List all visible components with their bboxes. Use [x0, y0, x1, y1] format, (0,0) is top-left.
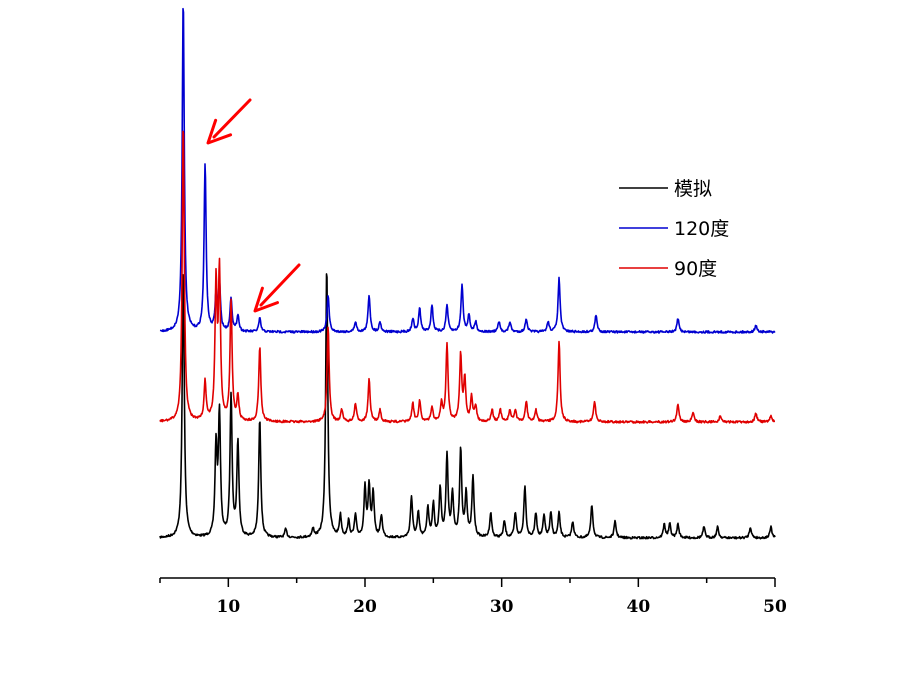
legend-label: 模拟 — [674, 178, 712, 200]
x-tick-label: 40 — [626, 597, 650, 617]
annotation-layer — [206, 98, 301, 313]
legend-label: 120度 — [674, 218, 729, 240]
x-tick-label: 20 — [353, 597, 377, 617]
series-layer — [159, 7, 776, 540]
series-line-0 — [159, 273, 776, 540]
x-tick-label: 10 — [216, 597, 240, 617]
series-line-2 — [159, 130, 776, 424]
x-tick-label: 30 — [490, 597, 514, 617]
red-arrow-1 — [206, 98, 252, 145]
legend-label: 90度 — [674, 258, 717, 280]
x-axis: 10 20 30 40 50 — [159, 577, 787, 617]
x-tick-label: 50 — [763, 597, 787, 617]
red-arrow-2 — [253, 263, 301, 313]
legend: 模拟 120度 90度 — [619, 178, 729, 280]
series-line-1 — [159, 7, 776, 334]
